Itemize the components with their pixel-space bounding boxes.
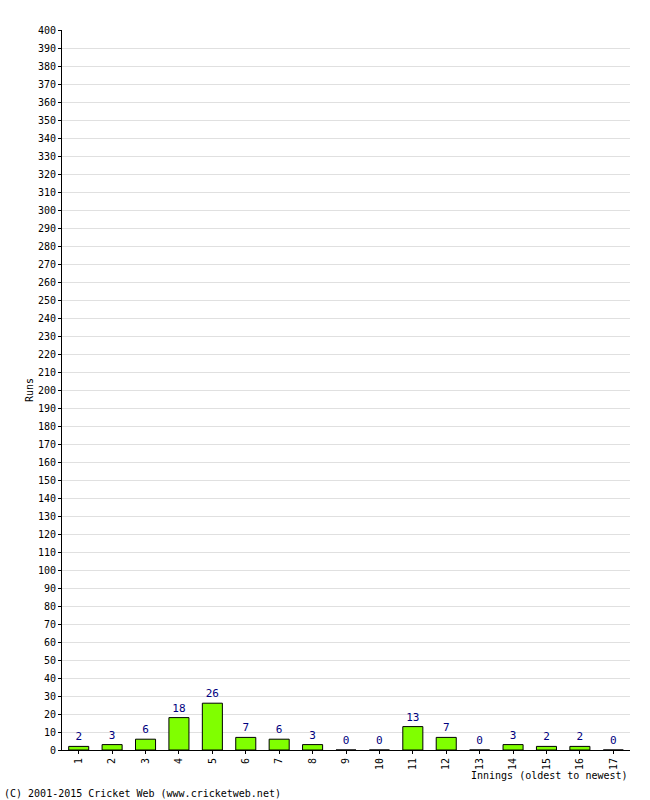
svg-text:2: 2 bbox=[577, 730, 584, 743]
svg-text:11: 11 bbox=[407, 758, 418, 770]
svg-text:7: 7 bbox=[443, 721, 450, 734]
svg-text:260: 260 bbox=[38, 277, 56, 288]
svg-text:180: 180 bbox=[38, 421, 56, 432]
svg-text:60: 60 bbox=[44, 637, 56, 648]
svg-text:20: 20 bbox=[44, 709, 56, 720]
svg-text:Runs: Runs bbox=[24, 378, 35, 402]
svg-text:50: 50 bbox=[44, 655, 56, 666]
svg-text:30: 30 bbox=[44, 691, 56, 702]
svg-text:18: 18 bbox=[172, 702, 185, 715]
svg-text:0: 0 bbox=[376, 734, 383, 747]
svg-text:40: 40 bbox=[44, 673, 56, 684]
svg-text:2: 2 bbox=[543, 730, 550, 743]
svg-text:13: 13 bbox=[474, 758, 485, 770]
svg-text:400: 400 bbox=[38, 25, 56, 36]
svg-text:6: 6 bbox=[276, 723, 283, 736]
svg-text:5: 5 bbox=[207, 758, 218, 764]
svg-text:7: 7 bbox=[242, 721, 249, 734]
svg-text:250: 250 bbox=[38, 295, 56, 306]
svg-text:2: 2 bbox=[75, 730, 82, 743]
svg-text:210: 210 bbox=[38, 367, 56, 378]
svg-text:230: 230 bbox=[38, 331, 56, 342]
svg-text:100: 100 bbox=[38, 565, 56, 576]
svg-text:3: 3 bbox=[510, 729, 517, 742]
svg-text:120: 120 bbox=[38, 529, 56, 540]
svg-text:90: 90 bbox=[44, 583, 56, 594]
svg-text:290: 290 bbox=[38, 223, 56, 234]
svg-text:200: 200 bbox=[38, 385, 56, 396]
svg-text:Innings (oldest to newest): Innings (oldest to newest) bbox=[471, 770, 628, 781]
svg-text:14: 14 bbox=[507, 758, 518, 770]
svg-text:3: 3 bbox=[309, 729, 316, 742]
svg-text:240: 240 bbox=[38, 313, 56, 324]
svg-text:310: 310 bbox=[38, 187, 56, 198]
svg-text:390: 390 bbox=[38, 43, 56, 54]
svg-text:370: 370 bbox=[38, 79, 56, 90]
svg-text:6: 6 bbox=[142, 723, 149, 736]
svg-text:80: 80 bbox=[44, 601, 56, 612]
svg-text:380: 380 bbox=[38, 61, 56, 72]
svg-text:190: 190 bbox=[38, 403, 56, 414]
svg-text:7: 7 bbox=[273, 758, 284, 764]
svg-text:140: 140 bbox=[38, 493, 56, 504]
svg-text:130: 130 bbox=[38, 511, 56, 522]
svg-text:0: 0 bbox=[50, 745, 56, 756]
svg-text:15: 15 bbox=[541, 758, 552, 770]
svg-text:10: 10 bbox=[374, 758, 385, 770]
svg-text:0: 0 bbox=[476, 734, 483, 747]
svg-text:170: 170 bbox=[38, 439, 56, 450]
svg-text:340: 340 bbox=[38, 133, 56, 144]
svg-text:2: 2 bbox=[106, 758, 117, 764]
svg-text:17: 17 bbox=[608, 758, 619, 770]
svg-text:330: 330 bbox=[38, 151, 56, 162]
svg-text:280: 280 bbox=[38, 241, 56, 252]
svg-text:160: 160 bbox=[38, 457, 56, 468]
svg-text:3: 3 bbox=[140, 758, 151, 764]
svg-text:0: 0 bbox=[610, 734, 617, 747]
svg-text:350: 350 bbox=[38, 115, 56, 126]
svg-text:13: 13 bbox=[406, 711, 419, 724]
svg-text:26: 26 bbox=[206, 687, 219, 700]
svg-text:10: 10 bbox=[44, 727, 56, 738]
svg-text:70: 70 bbox=[44, 619, 56, 630]
svg-text:4: 4 bbox=[173, 758, 184, 764]
svg-text:9: 9 bbox=[340, 758, 351, 764]
svg-text:320: 320 bbox=[38, 169, 56, 180]
svg-text:12: 12 bbox=[440, 758, 451, 770]
svg-text:6: 6 bbox=[240, 758, 251, 764]
svg-text:360: 360 bbox=[38, 97, 56, 108]
svg-text:3: 3 bbox=[109, 729, 116, 742]
svg-text:16: 16 bbox=[574, 758, 585, 770]
svg-text:110: 110 bbox=[38, 547, 56, 558]
svg-text:8: 8 bbox=[307, 758, 318, 764]
svg-text:0: 0 bbox=[343, 734, 350, 747]
svg-text:220: 220 bbox=[38, 349, 56, 360]
svg-text:150: 150 bbox=[38, 475, 56, 486]
svg-text:1: 1 bbox=[73, 758, 84, 764]
svg-text:270: 270 bbox=[38, 259, 56, 270]
svg-text:(C) 2001-2015 Cricket Web (www: (C) 2001-2015 Cricket Web (www.cricketwe… bbox=[4, 788, 281, 799]
svg-text:300: 300 bbox=[38, 205, 56, 216]
